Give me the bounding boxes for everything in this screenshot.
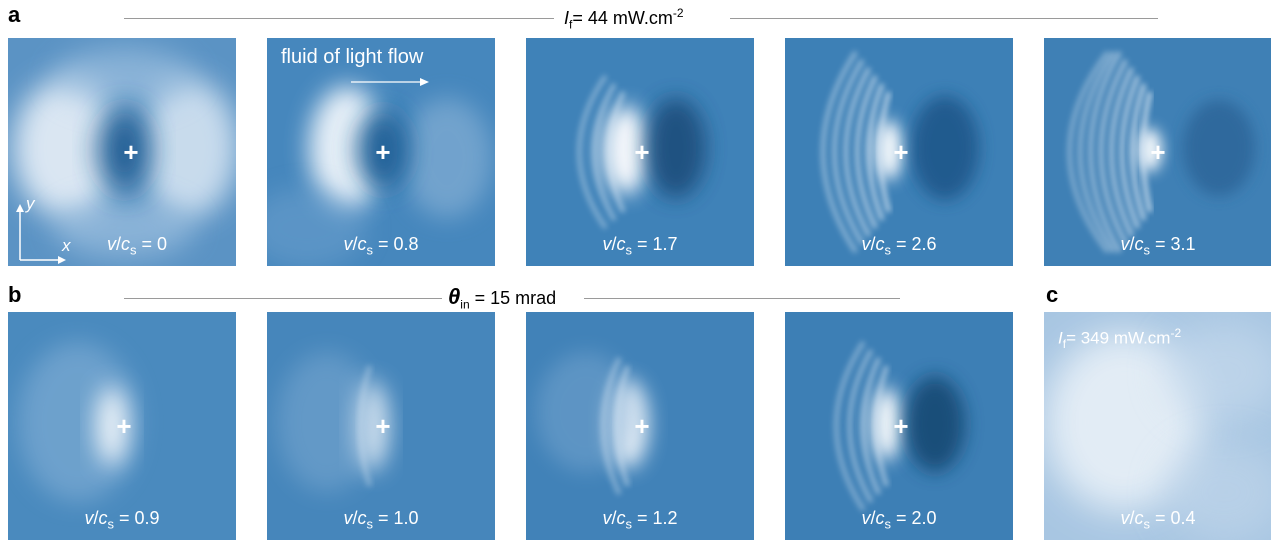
image-tile-a-2: fluid of light flow + v/cs = 0.8 xyxy=(267,38,495,266)
velocity-ratio-label: v/cs = 0 xyxy=(106,234,168,258)
image-tile-b-3: + v/cs = 1.2 xyxy=(526,312,754,540)
header-rule-a-left xyxy=(124,18,554,19)
velocity-ratio-label: v/cs = 2.0 xyxy=(861,508,937,532)
velocity-ratio-label: v/cs = 1.0 xyxy=(343,508,419,532)
intensity-map xyxy=(1044,312,1271,540)
velocity-ratio-label: v/cs = 3.1 xyxy=(1120,234,1196,258)
axis-x-label: x xyxy=(62,236,71,255)
header-rule-a-right xyxy=(730,18,1158,19)
image-tile-a-1: + y x v/cs = 0 xyxy=(8,38,236,266)
axis-y-label: y xyxy=(26,194,35,213)
image-tile-b-1: + v/cs = 0.9 xyxy=(8,312,236,540)
obstacle-marker: + xyxy=(634,137,650,167)
panel-a-letter: a xyxy=(8,2,21,27)
image-tile-b-2: + v/cs = 1.0 xyxy=(267,312,495,540)
obstacle-marker: + xyxy=(375,137,391,167)
image-tile-c-1: If= 349 mW.cm-2 v/cs = 0.4 xyxy=(1044,312,1271,540)
obstacle-marker: + xyxy=(893,137,909,167)
obstacle-marker: + xyxy=(116,411,132,441)
panel-b-header: θin = 15 mrad xyxy=(448,284,557,312)
xy-axes-icon xyxy=(16,204,66,264)
intensity-map xyxy=(526,312,754,540)
image-tile-a-5: + v/cs = 3.1 xyxy=(1044,38,1271,266)
obstacle-marker: + xyxy=(634,411,650,441)
obstacle-marker: + xyxy=(893,411,909,441)
velocity-ratio-label: v/cs = 1.2 xyxy=(602,508,678,532)
intensity-map xyxy=(8,312,236,540)
flow-arrow-icon xyxy=(351,78,429,86)
intensity-map xyxy=(785,38,1013,266)
velocity-ratio-label: v/cs = 0.9 xyxy=(84,508,160,532)
flow-label: fluid of light flow xyxy=(281,46,424,68)
panel-c-letter: c xyxy=(1046,282,1059,307)
panel-b-letter: b xyxy=(8,282,22,307)
intensity-map xyxy=(526,38,754,266)
velocity-ratio-label: v/cs = 1.7 xyxy=(602,234,678,258)
intensity-map xyxy=(267,312,495,540)
intensity-map xyxy=(8,38,236,266)
intensity-map xyxy=(785,312,1013,540)
header-rule-b-right xyxy=(584,298,900,299)
velocity-ratio-label: v/cs = 0.4 xyxy=(1120,508,1196,532)
intensity-map xyxy=(267,38,495,266)
obstacle-marker: + xyxy=(1150,137,1166,167)
intensity-label: If= 349 mW.cm-2 xyxy=(1058,326,1182,352)
header-rule-b-left xyxy=(124,298,442,299)
velocity-ratio-label: v/cs = 0.8 xyxy=(343,234,419,258)
obstacle-marker: + xyxy=(123,137,139,167)
obstacle-marker: + xyxy=(375,411,391,441)
velocity-ratio-label: v/cs = 2.6 xyxy=(861,234,937,258)
image-tile-b-4: + v/cs = 2.0 xyxy=(785,312,1013,540)
intensity-map xyxy=(1044,38,1271,266)
image-tile-a-3: + v/cs = 1.7 xyxy=(526,38,754,266)
image-tile-a-4: + v/cs = 2.6 xyxy=(785,38,1013,266)
panel-a-header: If= 44 mW.cm-2 xyxy=(564,6,684,32)
